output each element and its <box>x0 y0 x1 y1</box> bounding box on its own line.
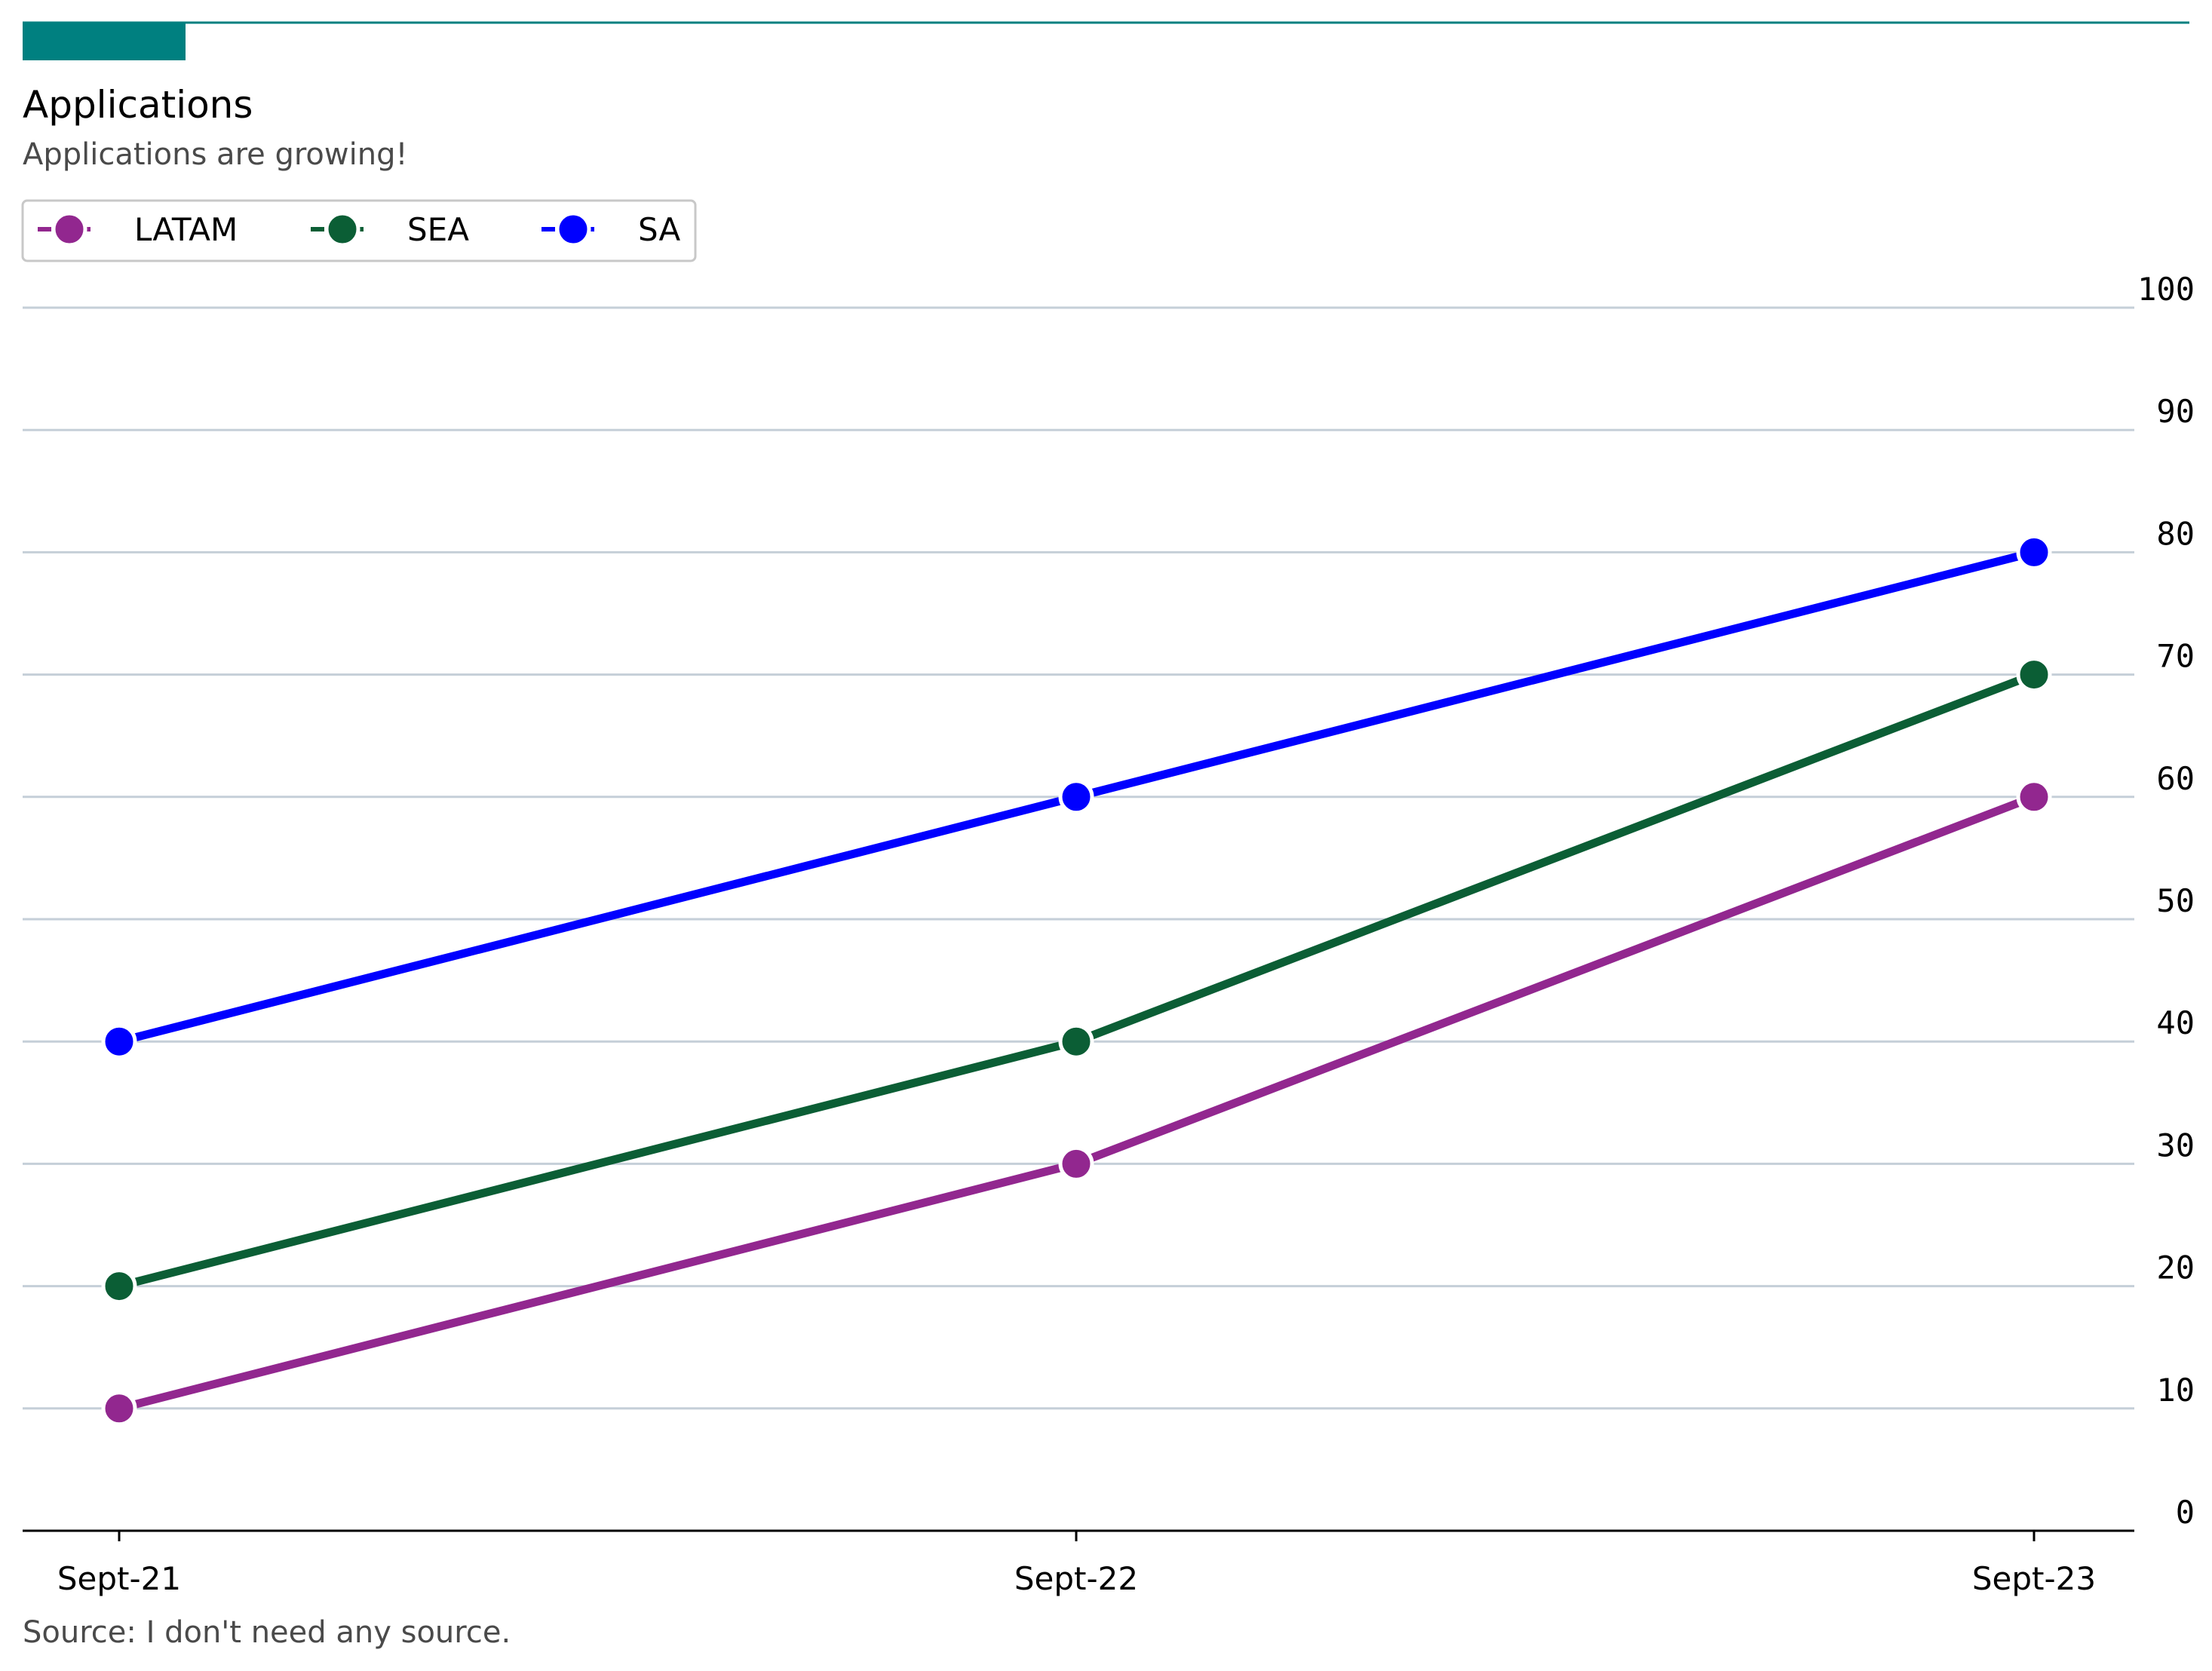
data-point-LATAM-Sept-22 <box>1058 1145 1094 1182</box>
series-lines <box>101 534 2052 1427</box>
y-tick-label-90: 90 <box>2156 393 2195 430</box>
data-point-LATAM-Sept-21 <box>101 1390 137 1427</box>
x-tick-label-Sept-23: Sept-23 <box>1972 1560 2096 1597</box>
chart-title: Applications <box>23 83 253 127</box>
legend: LATAM SEA SA <box>38 211 680 248</box>
y-tick-label-10: 10 <box>2156 1372 2195 1409</box>
data-point-SA-Sept-22 <box>1058 779 1094 815</box>
legend-marker-SA <box>555 211 591 247</box>
data-point-SEA-Sept-22 <box>1058 1023 1094 1059</box>
y-tick-label-60: 60 <box>2156 760 2195 797</box>
y-tick-label-0: 0 <box>2176 1494 2195 1531</box>
x-axis-ticks: Sept-21 Sept-22 Sept-23 <box>57 1531 2096 1597</box>
x-tick-label-Sept-22: Sept-22 <box>1014 1560 1138 1597</box>
data-point-LATAM-Sept-23 <box>2016 779 2052 815</box>
series-SEA <box>101 657 2052 1305</box>
legend-item-SA: SA <box>541 211 680 248</box>
legend-item-SEA: SEA <box>311 211 469 248</box>
source-note: Source: I don't need any source. <box>23 1615 511 1650</box>
data-point-SEA-Sept-23 <box>2016 657 2052 693</box>
legend-label-SA: SA <box>638 211 680 248</box>
y-tick-label-20: 20 <box>2156 1249 2195 1286</box>
data-point-SEA-Sept-21 <box>101 1268 137 1305</box>
legend-label-LATAM: LATAM <box>134 211 238 248</box>
y-tick-label-80: 80 <box>2156 515 2195 552</box>
y-tick-label-100: 100 <box>2137 271 2195 308</box>
y-tick-label-50: 50 <box>2156 882 2195 919</box>
y-tick-label-40: 40 <box>2156 1004 2195 1041</box>
series-SA <box>101 534 2052 1059</box>
chart-subtitle: Applications are growing! <box>23 137 408 172</box>
y-tick-label-30: 30 <box>2156 1127 2195 1164</box>
header-accent-block <box>23 23 186 60</box>
legend-label-SEA: SEA <box>407 211 469 248</box>
series-LATAM <box>101 779 2052 1427</box>
legend-item-LATAM: LATAM <box>38 211 238 248</box>
legend-marker-LATAM <box>51 211 87 247</box>
y-tick-label-70: 70 <box>2156 638 2195 675</box>
data-point-SA-Sept-23 <box>2016 534 2052 570</box>
x-tick-label-Sept-21: Sept-21 <box>57 1560 181 1597</box>
y-axis-ticks: 0 10 20 30 40 50 60 70 80 90 100 <box>2137 271 2195 1531</box>
data-point-SA-Sept-21 <box>101 1023 137 1059</box>
legend-marker-SEA <box>324 211 360 247</box>
